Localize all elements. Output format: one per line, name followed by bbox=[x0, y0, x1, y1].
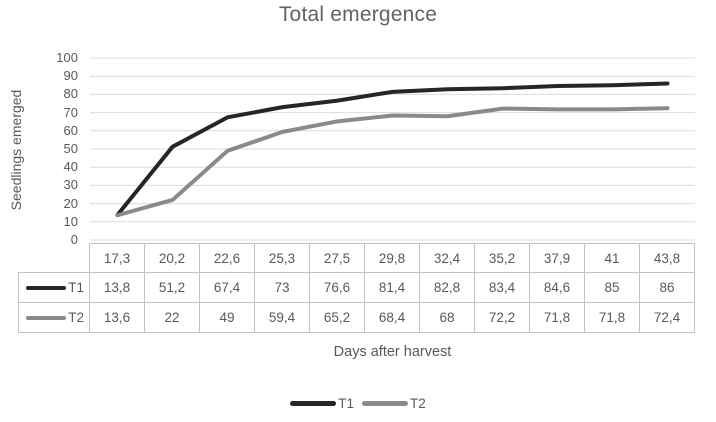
y-tick-label: 30 bbox=[63, 177, 78, 193]
table-category-cell: 41 bbox=[585, 243, 640, 273]
table-category-cell: 25,3 bbox=[255, 243, 310, 273]
table-value-cell: 84,6 bbox=[530, 273, 585, 303]
y-tick-label: 0 bbox=[70, 232, 78, 247]
table-value-cell: 49 bbox=[200, 303, 255, 333]
series-key-line-T2 bbox=[26, 315, 67, 320]
table-category-cell: 35,2 bbox=[475, 243, 530, 273]
table-value-cell: 71,8 bbox=[530, 303, 585, 333]
table-value-cell: 59,4 bbox=[255, 303, 310, 333]
series-key-label: T1 bbox=[68, 280, 84, 295]
table-series-key: T1 bbox=[18, 273, 90, 303]
chart-legend: T1 T2 bbox=[0, 396, 716, 411]
legend-item-T2: T2 bbox=[362, 396, 426, 411]
y-tick-label: 20 bbox=[63, 195, 78, 211]
table-category-cell: 43,8 bbox=[640, 243, 695, 273]
table-value-cell: 72,4 bbox=[640, 303, 695, 333]
table-value-cell: 71,8 bbox=[585, 303, 640, 333]
table-value-cell: 67,4 bbox=[200, 273, 255, 303]
y-tick-label: 60 bbox=[63, 122, 78, 138]
legend-item-T1: T1 bbox=[290, 396, 354, 411]
table-value-cell: 68 bbox=[420, 303, 475, 333]
table-value-cell: 83,4 bbox=[475, 273, 530, 303]
data-table: 17,3 20,2 22,6 25,3 27,5 29,8 32,4 35,2 37,9 41 43… bbox=[18, 243, 695, 333]
legend-label: T1 bbox=[338, 396, 354, 411]
table-category-cell: 37,9 bbox=[530, 243, 585, 273]
table-category-cell: 22,6 bbox=[200, 243, 255, 273]
table-value-cell: 72,2 bbox=[475, 303, 530, 333]
series-line-T2 bbox=[115, 106, 670, 218]
table-value-cell: 82,8 bbox=[420, 273, 475, 303]
y-tick-label: 90 bbox=[63, 68, 78, 84]
y-axis-tick-labels: 100 90 80 70 60 50 40 30 20 10 0 bbox=[44, 50, 82, 250]
table-category-cell: 32,4 bbox=[420, 243, 475, 273]
y-tick-label: 10 bbox=[63, 213, 78, 229]
table-value-cell: 65,2 bbox=[310, 303, 365, 333]
series-line-T1 bbox=[115, 81, 670, 217]
table-value-cell: 13,8 bbox=[90, 273, 145, 303]
table-value-cell: 13,6 bbox=[90, 303, 145, 333]
table-category-cell: 20,2 bbox=[145, 243, 200, 273]
legend-label: T2 bbox=[410, 396, 426, 411]
y-tick-label: 100 bbox=[56, 50, 78, 65]
y-axis-title: Seedlings emerged bbox=[8, 89, 24, 211]
y-tick-label: 80 bbox=[63, 86, 78, 102]
table-category-cell: 27,5 bbox=[310, 243, 365, 273]
table-category-cell: 17,3 bbox=[90, 243, 145, 273]
table-value-cell: 86 bbox=[640, 273, 695, 303]
table-value-cell: 22 bbox=[145, 303, 200, 333]
plot-area bbox=[90, 57, 695, 241]
table-value-cell: 85 bbox=[585, 273, 640, 303]
table-value-cell: 76,6 bbox=[310, 273, 365, 303]
table-value-cell: 68,4 bbox=[365, 303, 420, 333]
series-key-label: T2 bbox=[68, 310, 84, 325]
x-axis-title: Days after harvest bbox=[333, 344, 452, 360]
chart-title: Total emergence bbox=[278, 3, 438, 26]
legend-swatch-T2 bbox=[362, 401, 408, 406]
y-tick-label: 70 bbox=[63, 104, 78, 120]
table-corner-cell bbox=[18, 243, 90, 273]
legend-swatch-T1 bbox=[290, 401, 337, 406]
table-value-cell: 81,4 bbox=[365, 273, 420, 303]
table-value-cell: 51,2 bbox=[145, 273, 200, 303]
y-tick-label: 40 bbox=[63, 159, 78, 175]
table-value-cell: 73 bbox=[255, 273, 310, 303]
table-category-cell: 29,8 bbox=[365, 243, 420, 273]
series-key-line-T1 bbox=[26, 285, 67, 290]
table-series-key: T2 bbox=[18, 303, 90, 333]
y-tick-label: 50 bbox=[63, 141, 78, 156]
